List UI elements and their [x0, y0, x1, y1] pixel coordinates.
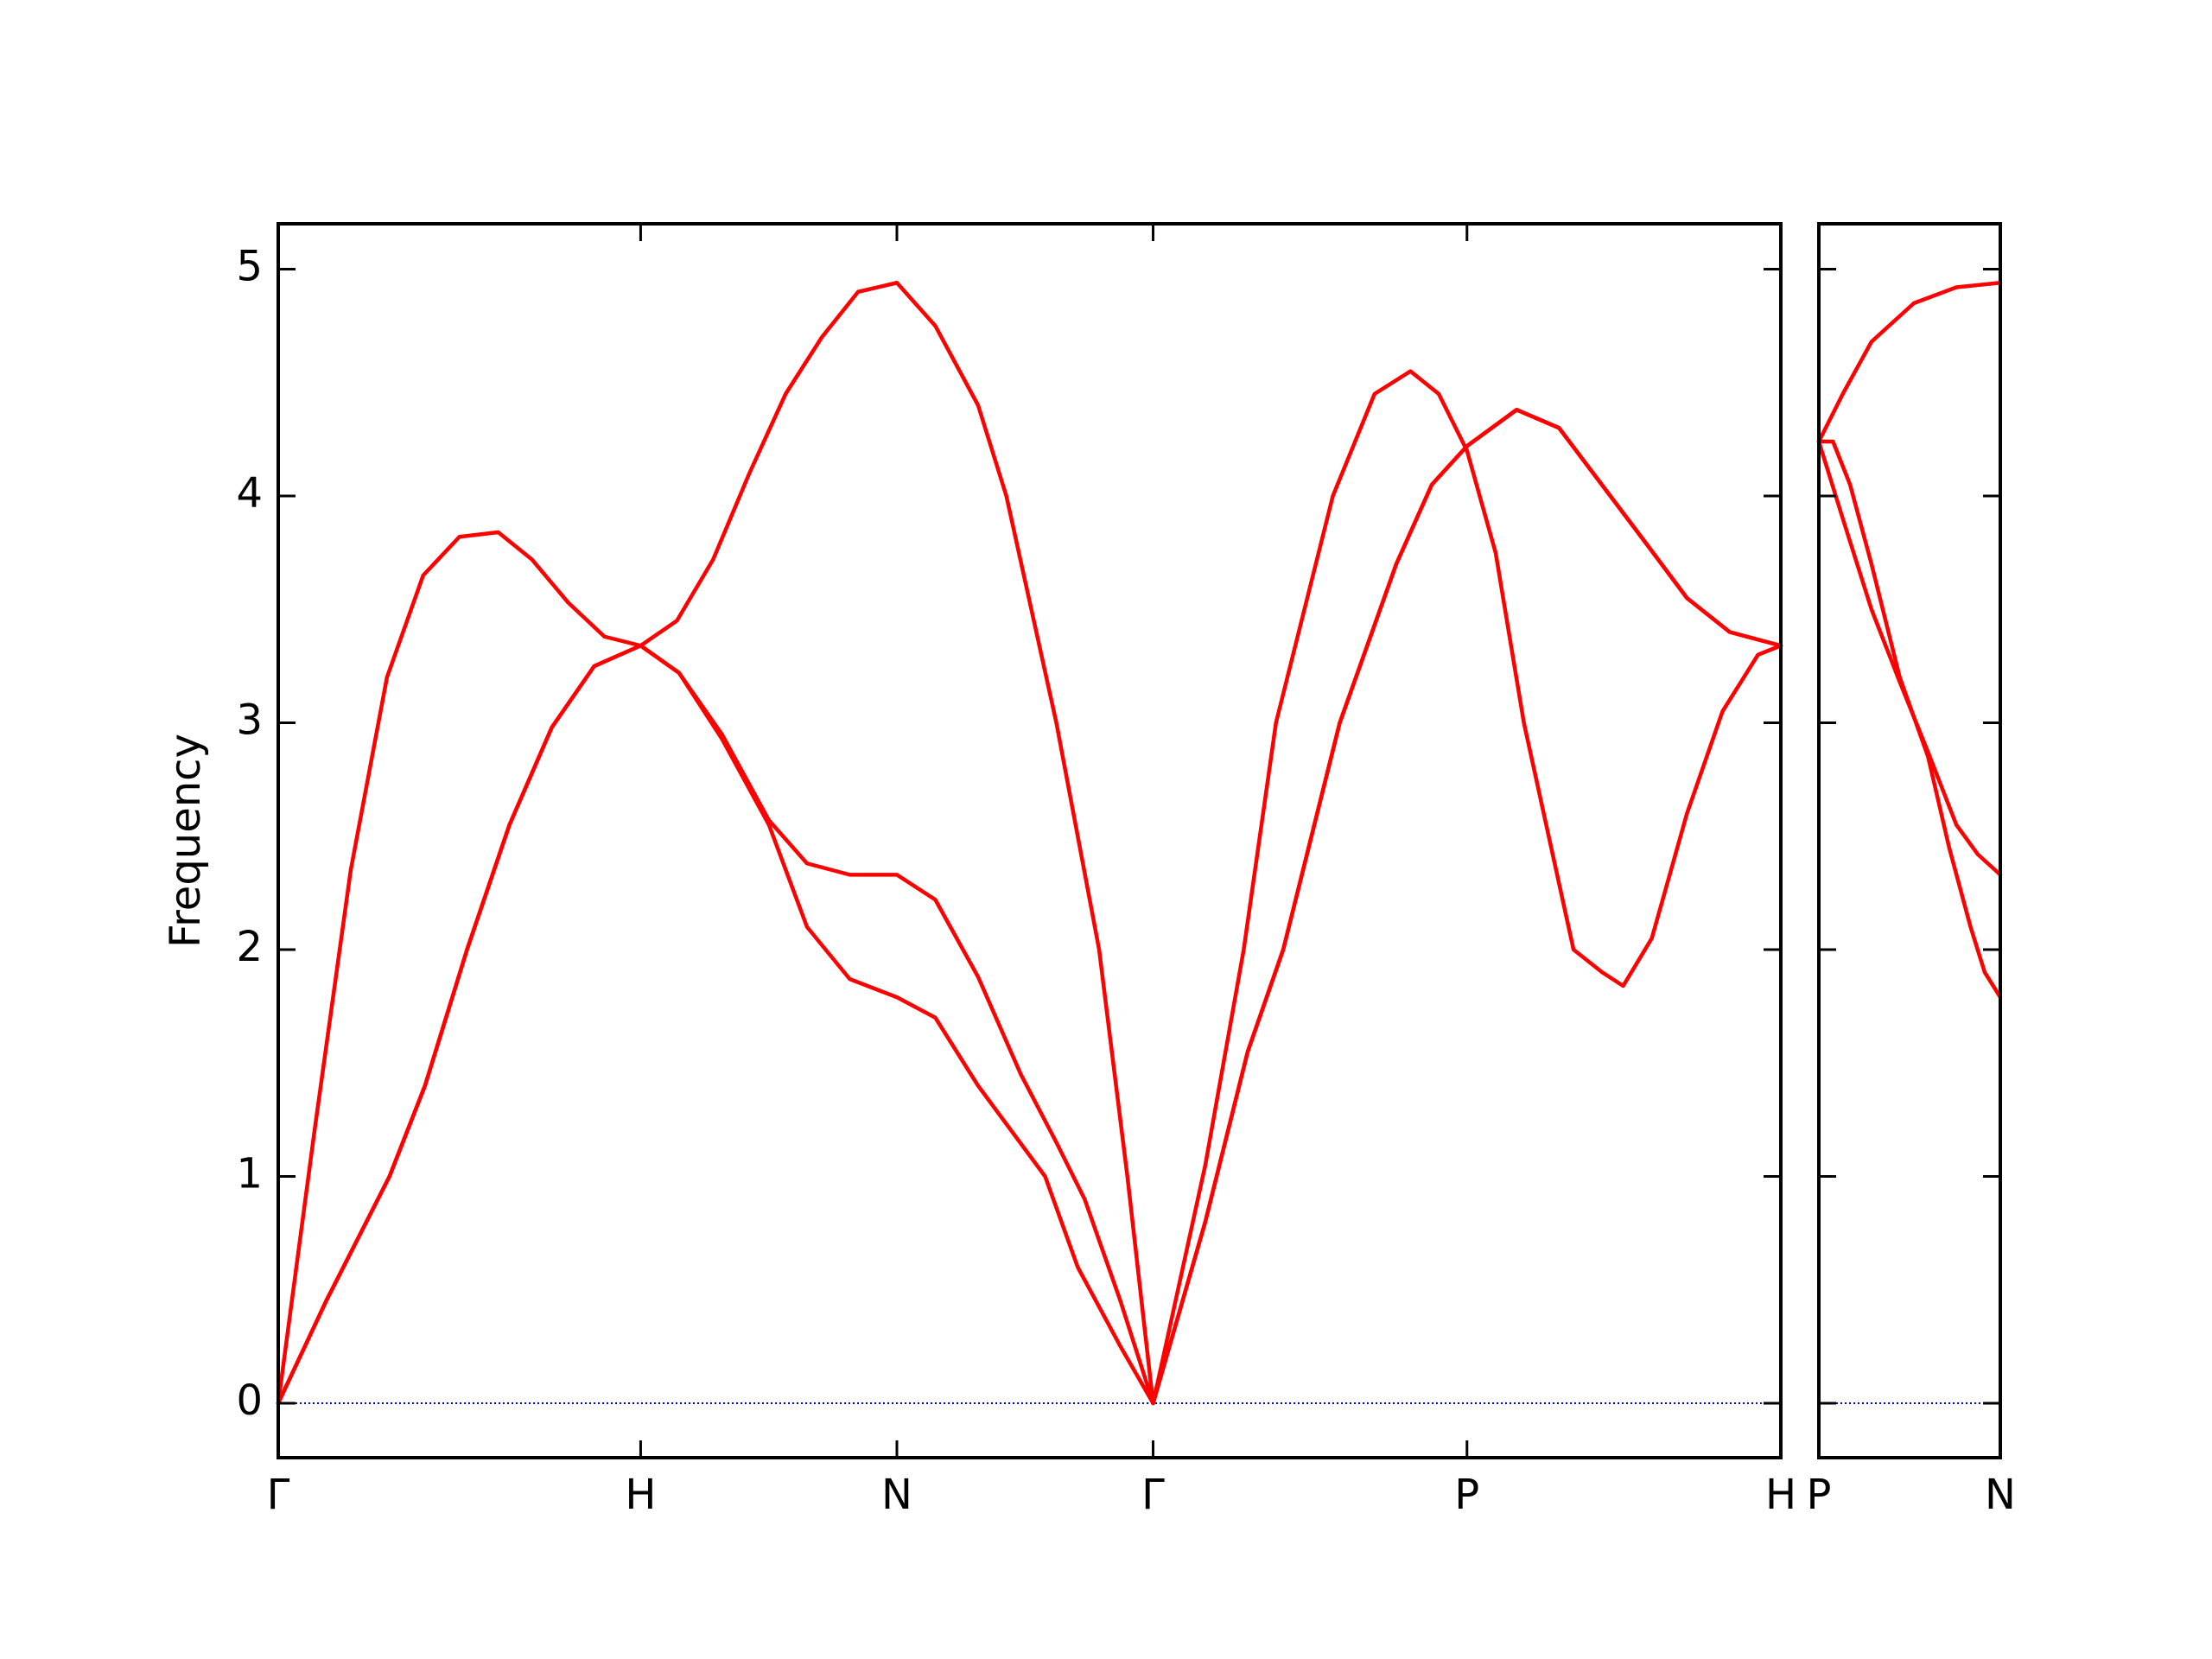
plot-frame	[1817, 222, 2002, 1459]
band-line	[1816, 439, 2003, 1000]
y-tick-label: 0	[236, 1376, 263, 1425]
band-line	[1816, 439, 2003, 877]
x-tick-label: Γ	[267, 1471, 290, 1519]
band-line	[276, 408, 1783, 1406]
y-tick-label: 2	[236, 923, 263, 971]
y-tick-label: 3	[236, 696, 263, 745]
y-tick-label: 1	[236, 1150, 263, 1198]
plot-frame	[276, 222, 1783, 1459]
y-tick-label: 5	[236, 243, 263, 291]
y-tick-label: 4	[236, 469, 263, 518]
y-axis-label: Frequency	[162, 734, 210, 948]
band-line	[1816, 281, 2003, 444]
x-tick-label: N	[1985, 1471, 2016, 1519]
x-tick-label: N	[881, 1471, 912, 1519]
x-tick-label: Γ	[1141, 1471, 1165, 1519]
x-tick-label: H	[1765, 1471, 1796, 1519]
band-line	[276, 281, 1783, 1406]
x-tick-label: P	[1454, 1471, 1479, 1519]
x-tick-label: P	[1807, 1471, 1832, 1519]
band-line	[276, 408, 1783, 1406]
x-tick-label: H	[625, 1471, 656, 1519]
